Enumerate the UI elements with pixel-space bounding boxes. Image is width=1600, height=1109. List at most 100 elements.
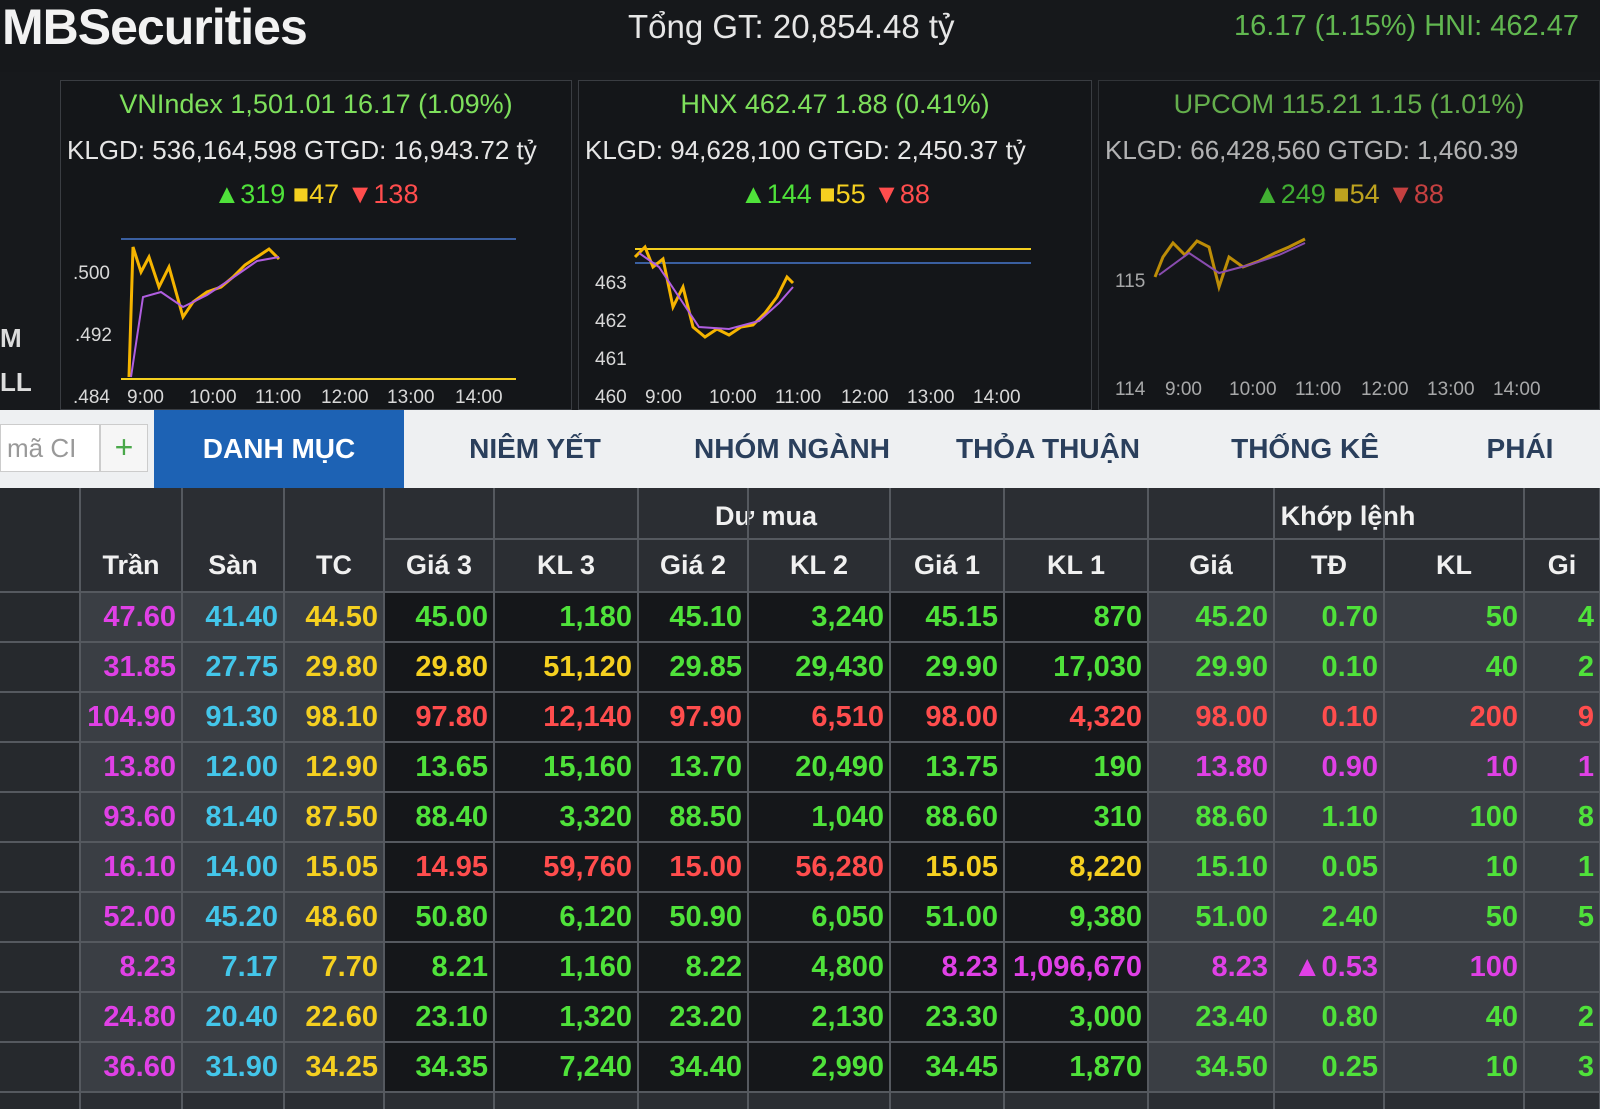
table-cell[interactable]: 0.10 [1274, 692, 1384, 742]
table-cell[interactable]: 15.05 [890, 842, 1004, 892]
table-cell[interactable]: 40 [1384, 992, 1524, 1042]
table-cell[interactable]: 98.10 [284, 692, 384, 742]
table-cell[interactable]: 34.35 [384, 1042, 494, 1092]
table-cell[interactable]: 17,030 [1004, 642, 1148, 692]
table-cell[interactable]: 29.85 [638, 642, 748, 692]
table-cell[interactable]: 41.40 [182, 592, 284, 642]
table-cell[interactable]: 0.90 [1274, 742, 1384, 792]
table-cell[interactable]: 34.40 [638, 1042, 748, 1092]
table-cell[interactable]: 22.60 [284, 992, 384, 1042]
table-cell[interactable]: 13.75 [890, 742, 1004, 792]
table-cell[interactable]: 7,240 [494, 1042, 638, 1092]
table-cell[interactable]: 24.80 [80, 992, 182, 1042]
table-cell[interactable]: 29.90 [1148, 642, 1274, 692]
table-cell[interactable]: 51.00 [890, 892, 1004, 942]
table-cell[interactable]: 23.10 [384, 992, 494, 1042]
table-cell[interactable]: 15,160 [494, 742, 638, 792]
tab-nhom-nganh[interactable]: NHÓM NGÀNH [694, 433, 890, 464]
table-cell[interactable]: 100 [1384, 792, 1524, 842]
table-cell[interactable]: 87.50 [284, 792, 384, 842]
tab-phai-sinh[interactable]: PHÁI [1486, 433, 1554, 464]
table-cell[interactable]: 98.00 [890, 692, 1004, 742]
stock-search-input[interactable]: mã CI [0, 424, 100, 472]
table-cell[interactable]: 100 [1384, 942, 1524, 992]
table-cell[interactable]: 9,380 [1004, 892, 1148, 942]
table-cell[interactable]: 12,140 [494, 692, 638, 742]
table-cell[interactable]: 1,320 [494, 992, 638, 1042]
table-cell[interactable]: 88.40 [384, 792, 494, 842]
column-header[interactable]: Trần [102, 550, 160, 580]
table-cell[interactable]: 12.00 [182, 742, 284, 792]
table-cell[interactable]: 88.50 [638, 792, 748, 842]
table-cell[interactable]: 12.90 [284, 742, 384, 792]
table-cell[interactable]: 47.60 [80, 592, 182, 642]
table-cell[interactable]: 0.05 [1274, 842, 1384, 892]
table-cell[interactable]: 8,220 [1004, 842, 1148, 892]
table-cell[interactable]: 6,120 [494, 892, 638, 942]
table-cell[interactable]: 31.85 [80, 642, 182, 692]
table-cell[interactable]: 8.23 [890, 942, 1004, 992]
column-header[interactable]: Gi [1547, 550, 1577, 580]
table-cell[interactable]: 1,160 [494, 942, 638, 992]
table-cell[interactable]: 1.10 [1274, 792, 1384, 842]
table-cell[interactable]: 7.70 [284, 942, 384, 992]
column-header[interactable]: KL 1 [1046, 550, 1106, 580]
table-cell[interactable]: 104.90 [80, 692, 182, 742]
table-cell[interactable]: 14.00 [182, 842, 284, 892]
table-cell[interactable]: 40 [1384, 642, 1524, 692]
side-label[interactable]: M [0, 323, 22, 353]
tab-niem-yet[interactable]: NIÊM YẾT [469, 433, 601, 464]
table-cell[interactable]: 45.20 [182, 892, 284, 942]
table-cell[interactable]: 51.00 [1148, 892, 1274, 942]
table-cell[interactable]: 23.30 [890, 992, 1004, 1042]
table-cell[interactable]: 88.60 [1148, 792, 1274, 842]
table-cell[interactable]: 10 [1384, 742, 1524, 792]
table-cell[interactable]: 0.25 [1274, 1042, 1384, 1092]
table-cell[interactable]: 31.90 [182, 1042, 284, 1092]
index-panel-upcom[interactable]: UPCOM 115.21 1.15 (1.01%) KLGD: 66,428,5… [1098, 80, 1600, 410]
table-cell[interactable]: 2,990 [748, 1042, 890, 1092]
column-header[interactable]: Giá [1189, 550, 1233, 580]
table-cell[interactable]: 34.45 [890, 1042, 1004, 1092]
tab-thoa-thuan[interactable]: THỎA THUẬN [955, 433, 1141, 464]
table-cell[interactable]: 7.17 [182, 942, 284, 992]
table-cell[interactable]: 0.70 [1274, 592, 1384, 642]
column-header[interactable]: TĐ [1311, 550, 1347, 580]
table-cell[interactable]: 2.40 [1274, 892, 1384, 942]
table-cell[interactable]: 20.40 [182, 992, 284, 1042]
column-header[interactable]: Giá 3 [405, 550, 473, 580]
table-cell[interactable]: 13.80 [80, 742, 182, 792]
table-cell[interactable]: 13.65 [384, 742, 494, 792]
table-cell[interactable]: 0.10 [1274, 642, 1384, 692]
table-cell[interactable] [1524, 942, 1600, 992]
table-cell[interactable]: 13.80 [1148, 742, 1274, 792]
table-cell[interactable]: 34.25 [284, 1042, 384, 1092]
table-cell[interactable]: 2,130 [748, 992, 890, 1042]
table-cell[interactable]: 91.30 [182, 692, 284, 742]
table-cell[interactable]: 0.80 [1274, 992, 1384, 1042]
table-cell[interactable]: 59,760 [494, 842, 638, 892]
table-cell[interactable]: 97.80 [384, 692, 494, 742]
table-cell[interactable]: 34.50 [1148, 1042, 1274, 1092]
table-cell[interactable]: 8.23 [1148, 942, 1274, 992]
table-cell[interactable]: 14.95 [384, 842, 494, 892]
table-cell[interactable]: 10 [1384, 1042, 1524, 1092]
table-cell[interactable]: 1,870 [1004, 1042, 1148, 1092]
side-label[interactable]: LL [0, 367, 32, 397]
table-cell[interactable]: 81.40 [182, 792, 284, 842]
table-cell[interactable]: 27.75 [182, 642, 284, 692]
table-cell[interactable]: 29.80 [384, 642, 494, 692]
table-cell[interactable]: 3,320 [494, 792, 638, 842]
table-cell[interactable]: 20,490 [748, 742, 890, 792]
table-cell[interactable]: 13.70 [638, 742, 748, 792]
table-cell[interactable]: 6,510 [748, 692, 890, 742]
add-stock-button[interactable]: + [100, 424, 148, 472]
table-cell[interactable]: 4,800 [748, 942, 890, 992]
table-cell[interactable]: 98.00 [1148, 692, 1274, 742]
table-cell[interactable]: 2 [1524, 992, 1600, 1042]
table-cell[interactable]: 97.90 [638, 692, 748, 742]
tab-thong-ke[interactable]: THỐNG KÊ [1231, 433, 1379, 464]
table-cell[interactable]: 8 [1524, 792, 1600, 842]
table-cell[interactable]: 48.60 [284, 892, 384, 942]
table-cell[interactable]: 93.60 [80, 792, 182, 842]
